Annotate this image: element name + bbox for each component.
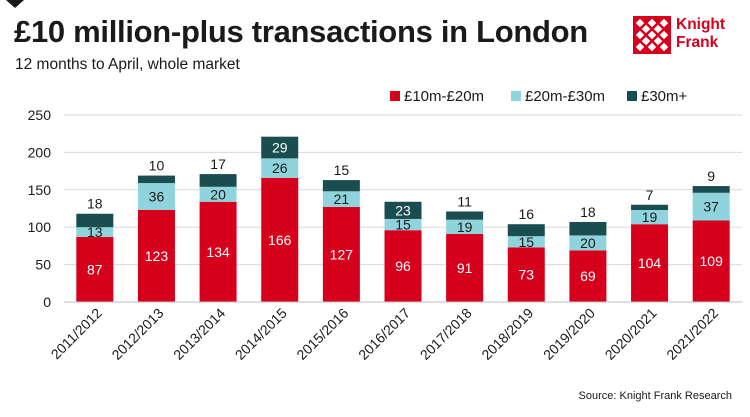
x-tick-label: 2020/2021: [602, 305, 660, 363]
chart-subtitle: 12 months to April, whole market: [15, 56, 240, 73]
bar-segment: [569, 221, 607, 236]
data-label: 123: [145, 248, 169, 264]
x-tick-label: 2019/2020: [540, 305, 598, 363]
bar-segment: [199, 174, 237, 187]
legend-swatch: [511, 91, 521, 101]
bar-segment: [631, 224, 669, 302]
data-label: 23: [395, 202, 411, 218]
data-label: 37: [703, 199, 719, 215]
y-tick-label: 50: [35, 257, 51, 273]
data-label: 69: [580, 268, 596, 284]
logo-diamond-icon: [633, 16, 671, 54]
data-label: 87: [87, 261, 103, 277]
bar-segment: [446, 233, 484, 302]
bar-segment: [692, 220, 730, 302]
data-label: 104: [638, 255, 662, 271]
y-tick-label: 0: [43, 294, 51, 310]
data-label: 91: [457, 260, 473, 276]
x-tick-label: 2014/2015: [232, 305, 290, 363]
corner-marker: [6, 0, 24, 8]
bar-segment: [507, 224, 545, 237]
legend-swatch: [390, 91, 400, 101]
bar-segment: [507, 236, 545, 248]
bar-segment: [384, 218, 422, 231]
data-label: 134: [206, 244, 230, 260]
data-label: 20: [580, 235, 596, 251]
bar-segment: [692, 192, 730, 221]
legend-label: £30m+: [641, 88, 688, 105]
data-label: 16: [518, 206, 534, 222]
x-tick-label: 2013/2014: [170, 305, 228, 363]
data-label: 36: [149, 189, 165, 205]
data-label: 29: [272, 140, 288, 156]
bar-segment: [384, 230, 422, 302]
bar-segment: [384, 201, 422, 219]
bar-segment: [692, 186, 730, 193]
data-label: 19: [642, 209, 658, 225]
data-label: 11: [457, 193, 472, 209]
x-tick-label: 2016/2017: [355, 305, 413, 363]
logo-line-2: Frank: [676, 34, 719, 51]
bar-segment: [569, 235, 607, 251]
logo-line-1: Knight: [676, 16, 726, 33]
bar-segment: [322, 180, 360, 192]
bar-segment: [631, 204, 669, 210]
data-label: 13: [87, 224, 103, 240]
bar-segment: [261, 158, 299, 178]
data-label: 18: [580, 204, 596, 220]
legend-label: £20m-£30m: [525, 88, 605, 105]
data-label: 15: [518, 234, 534, 250]
bar-segment: [199, 201, 237, 302]
bar-segment: [569, 250, 607, 302]
y-tick-label: 200: [28, 144, 52, 160]
bar-segment: [137, 183, 175, 210]
y-tick-label: 250: [28, 107, 52, 123]
data-label: 73: [518, 267, 534, 283]
bar-segment: [507, 247, 545, 302]
data-label: 20: [210, 186, 226, 202]
bar-segment: [446, 219, 484, 234]
bar-segment: [261, 136, 299, 159]
x-tick-label: 2012/2013: [108, 305, 166, 363]
bar-segment: [137, 209, 175, 302]
data-label: 7: [646, 187, 654, 203]
source-note: Source: Knight Frank Research: [578, 390, 732, 402]
bar-segment: [76, 227, 114, 237]
knight-frank-logo: Knight Frank: [633, 16, 743, 58]
x-tick-label: 2017/2018: [417, 305, 475, 363]
data-label: 15: [334, 162, 350, 178]
chart-title: £10 million-plus transactions in London: [14, 14, 588, 49]
bar-segment: [631, 209, 669, 225]
legend-label: £10m-£20m: [404, 88, 484, 105]
data-label: 127: [330, 247, 354, 263]
bar-segment: [261, 177, 299, 302]
data-label: 96: [395, 258, 411, 274]
data-label: 19: [457, 219, 473, 235]
x-tick-label: 2018/2019: [478, 305, 536, 363]
bar-segment: [76, 236, 114, 302]
x-tick-label: 2011/2012: [48, 305, 106, 363]
bar-segment: [199, 186, 237, 202]
data-label: 15: [395, 217, 411, 233]
data-label: 109: [700, 253, 724, 269]
x-tick-label: 2015/2016: [293, 305, 351, 363]
data-label: 26: [272, 160, 288, 176]
bar-segment: [76, 213, 114, 228]
data-label: 21: [334, 191, 350, 207]
data-label: 17: [210, 156, 226, 172]
data-label: 166: [268, 232, 292, 248]
bar-segment: [137, 175, 175, 184]
y-tick-label: 100: [28, 219, 52, 235]
data-label: 9: [707, 168, 715, 184]
logo-wordmark: Knight Frank: [676, 16, 725, 52]
x-tick-label: 2021/2022: [663, 305, 721, 363]
bar-segment: [322, 191, 360, 208]
y-tick-label: 150: [28, 182, 52, 198]
bar-segment: [322, 207, 360, 302]
data-label: 10: [149, 158, 165, 174]
bar-segment: [446, 211, 484, 220]
data-label: 18: [87, 196, 103, 212]
legend-swatch: [627, 91, 637, 101]
